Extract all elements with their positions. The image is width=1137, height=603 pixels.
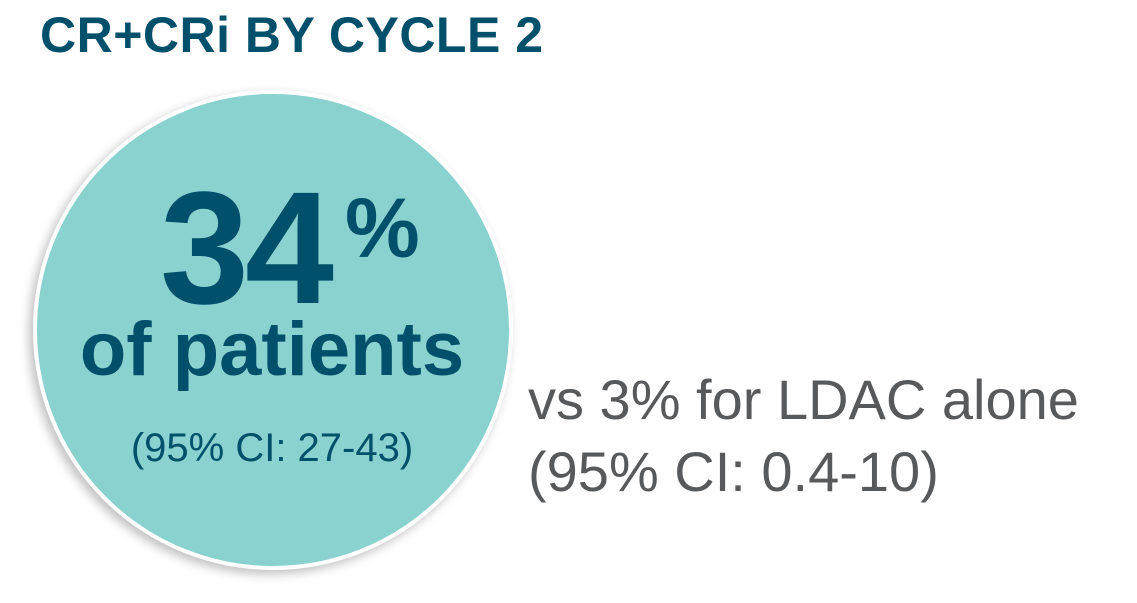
- comparison-ci: (95% CI: 0.4-10): [528, 440, 939, 503]
- page-title: CR+CRi BY CYCLE 2: [40, 7, 544, 63]
- stat-unit: %: [345, 181, 420, 275]
- stat-ci: (95% CI: 27-43): [130, 426, 414, 470]
- stat-circle: [33, 90, 513, 570]
- comparison-text: vs 3% for LDAC alone: [528, 368, 1079, 431]
- stat-value: 34: [160, 158, 334, 337]
- stat-label: of patients: [79, 307, 465, 392]
